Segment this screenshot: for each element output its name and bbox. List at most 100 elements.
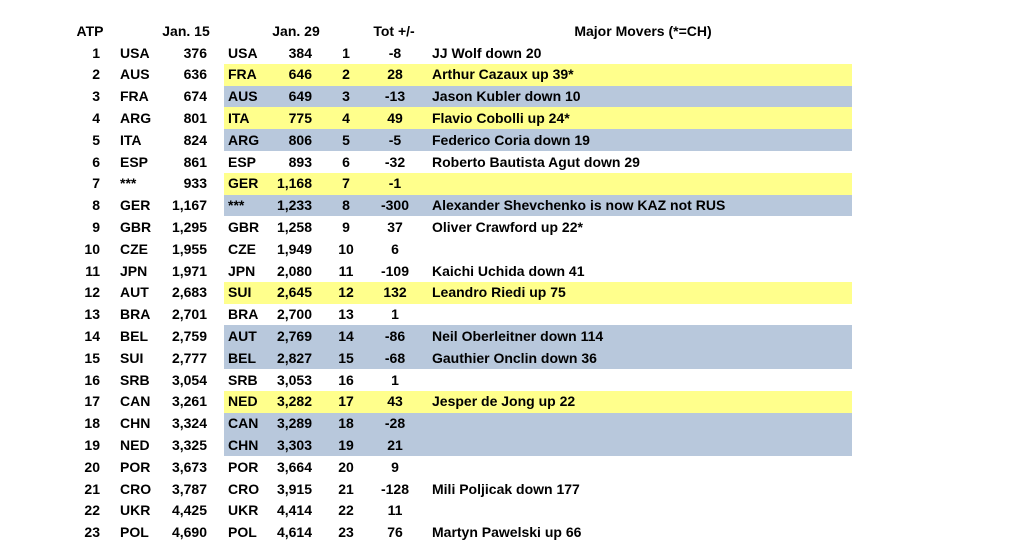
table-cell: 4,414 — [276, 502, 312, 519]
table-cell: 21 — [84, 480, 100, 497]
table-cell: 933 — [183, 175, 207, 192]
table-cell: 132 — [383, 284, 407, 301]
table-cell: Arthur Cazaux up 39* — [432, 66, 574, 83]
table-cell: 28 — [387, 66, 403, 83]
row-highlight — [224, 434, 852, 457]
table-cell: ESP — [120, 153, 149, 170]
table-cell: 17 — [84, 393, 100, 410]
table-cell: 1,971 — [171, 262, 207, 279]
table-cell: 20 — [84, 458, 100, 475]
table-cell: ITA — [228, 109, 250, 126]
table-cell: 2,700 — [276, 306, 312, 323]
table-cell: 3 — [342, 88, 350, 105]
table-cell: Jesper de Jong up 22 — [432, 393, 576, 410]
table-cell: 18 — [84, 415, 100, 432]
table-cell: 9 — [92, 218, 100, 235]
table-cell: SUI — [228, 284, 252, 301]
row-highlight — [224, 107, 852, 130]
table-cell: 15 — [84, 349, 100, 366]
table-cell: -5 — [388, 131, 402, 148]
table-cell: GER — [228, 175, 259, 192]
table-cell: 376 — [183, 44, 207, 61]
table-cell: CHN — [228, 436, 259, 453]
table-cell: 22 — [84, 502, 100, 519]
table-cell: 801 — [183, 109, 207, 126]
table-cell: Alexander Shevchenko is now KAZ not RUS — [432, 197, 726, 214]
table-cell: 1,955 — [171, 240, 207, 257]
table-cell: BEL — [228, 349, 256, 366]
table-cell: 17 — [338, 393, 354, 410]
table-cell: 4,614 — [276, 524, 312, 541]
table-cell: GBR — [228, 218, 260, 235]
table-cell: 2 — [92, 66, 100, 83]
row-highlight — [224, 129, 852, 151]
table-cell: AUT — [228, 327, 257, 344]
table-cell: ARG — [228, 131, 260, 148]
table-cell: 674 — [183, 88, 207, 105]
table-cell: BEL — [120, 327, 148, 344]
table-cell: 20 — [338, 458, 354, 475]
table-cell: UKR — [120, 502, 151, 519]
table-cell: 3,289 — [276, 415, 312, 432]
table-cell: FRA — [120, 88, 149, 105]
table-cell: CHN — [120, 415, 151, 432]
table-cell: 19 — [84, 436, 100, 453]
table-cell: 4 — [342, 109, 350, 126]
table-cell: 824 — [183, 131, 207, 148]
table-cell: GBR — [120, 218, 152, 235]
table-cell: Leandro Riedi up 75 — [432, 284, 566, 301]
table-cell: 2,645 — [276, 284, 312, 301]
table-cell: CAN — [120, 393, 151, 410]
row-highlight — [224, 281, 852, 304]
table-cell: -13 — [384, 88, 406, 105]
table-cell: 3,261 — [171, 393, 207, 410]
table-cell: 2,683 — [171, 284, 207, 301]
table-cell: 8 — [92, 197, 100, 214]
table-cell: 646 — [288, 66, 312, 83]
table-cell: 15 — [338, 349, 354, 366]
table-cell: JPN — [120, 262, 148, 279]
table-cell: 4,425 — [171, 502, 207, 519]
table-cell: SUI — [120, 349, 144, 366]
table-cell: 10 — [84, 240, 100, 257]
table-cell: -128 — [380, 480, 410, 497]
table-cell: -1 — [388, 175, 402, 192]
table-cell: POL — [120, 524, 149, 541]
table-cell: 1,258 — [276, 218, 312, 235]
table-cell: 1,233 — [276, 197, 312, 214]
table-cell: 3,282 — [276, 393, 312, 410]
table-cell: 12 — [84, 284, 100, 301]
row-highlight — [224, 194, 852, 217]
table-cell: CAN — [228, 415, 259, 432]
row-highlight — [224, 85, 852, 108]
row-highlight — [224, 412, 852, 435]
table-cell: -109 — [380, 262, 410, 279]
table-cell: Mili Poljicak down 177 — [432, 480, 580, 497]
table-cell: -28 — [384, 415, 406, 432]
row-highlight — [224, 325, 852, 348]
table-cell: UKR — [228, 502, 259, 519]
table-cell: 43 — [387, 393, 403, 410]
table-cell: 1 — [342, 44, 350, 61]
table-cell: 21 — [387, 436, 403, 453]
table-cell: SRB — [120, 371, 150, 388]
table-cell: 10 — [338, 240, 354, 257]
table-cell: USA — [228, 44, 258, 61]
table-cell: 9 — [342, 218, 350, 235]
header-cell: ATP — [76, 23, 104, 39]
header-cell: Major Movers (*=CH) — [574, 23, 712, 39]
table-cell: NED — [228, 393, 258, 410]
header-cell: Tot +/- — [373, 23, 415, 39]
table-cell: JJ Wolf down 20 — [432, 44, 542, 61]
table-cell: -32 — [384, 153, 406, 170]
table-cell: 11 — [387, 502, 403, 519]
table-cell: 893 — [288, 153, 312, 170]
row-highlight — [224, 347, 852, 369]
table-cell: 3,054 — [171, 371, 207, 388]
table-cell: ITA — [120, 131, 142, 148]
table-cell: 37 — [387, 218, 403, 235]
table-cell: 11 — [85, 262, 100, 279]
table-cell: *** — [228, 197, 245, 214]
table-cell: Gauthier Onclin down 36 — [432, 349, 597, 366]
table-cell: 4 — [92, 109, 100, 126]
